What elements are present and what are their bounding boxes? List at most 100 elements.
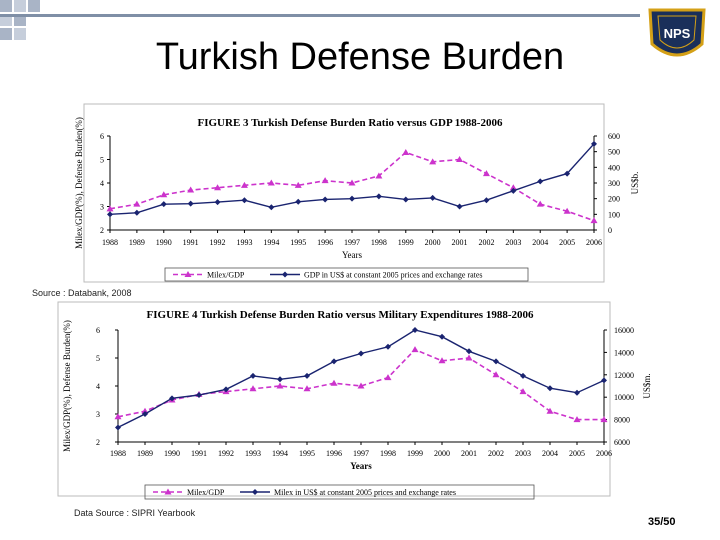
nps-seal-icon: NPS	[648, 8, 706, 57]
fig4-usd-series-point	[385, 343, 391, 350]
fig4-left-axis-label: Milex/GDP(%), Defense Burden(%)	[62, 320, 72, 452]
fig4-x-tick-label: 1994	[272, 449, 288, 458]
logo-text: NPS	[664, 26, 691, 41]
fig4-x-tick-label: 2002	[488, 449, 504, 458]
fig4-milex-gdp-point	[357, 382, 365, 389]
fig3-left-tick-label: 2	[100, 226, 104, 235]
fig3-milex-gdp-point	[375, 172, 383, 179]
fig3-x-tick-label: 2006	[586, 238, 602, 247]
fig3-x-tick-label: 1989	[129, 238, 145, 247]
decorative-squares	[0, 0, 40, 40]
fig4-legend-box	[144, 484, 535, 500]
fig3-milex-gdp-point	[106, 205, 114, 212]
fig3-x-tick-label: 2003	[505, 238, 521, 247]
fig3-x-tick-label: 1994	[263, 238, 279, 247]
fig3-usd-series-point	[241, 197, 248, 204]
fig3-left-tick-label: 3	[100, 203, 104, 212]
fig3-usd-series-point	[187, 200, 194, 207]
fig3-right-tick-label: 600	[608, 132, 620, 141]
fig3-milex-gdp-point	[429, 158, 437, 165]
fig4-right-tick-label: 10000	[614, 393, 634, 402]
fig3-usd-series-point	[322, 196, 329, 203]
fig4-milex-gdp-point	[411, 346, 419, 353]
fig4-right-tick-label: 14000	[614, 348, 634, 357]
fig4-usd-series-point	[115, 424, 121, 431]
fig3-milex-gdp-point	[240, 181, 248, 188]
fig4-x-tick-label: 1991	[191, 449, 207, 458]
fig4-usd-series-point	[331, 358, 337, 365]
fig3-legend-box	[164, 267, 529, 282]
fig4-x-tick-label: 2001	[461, 449, 477, 458]
fig3-right-axis-label: US$b.	[630, 172, 640, 195]
fig3-legend-usd-marker	[282, 271, 288, 278]
fig3-right-tick-label: 500	[608, 148, 620, 157]
fig4-x-tick-label: 1996	[326, 449, 342, 458]
fig3-x-tick-label: 1991	[183, 238, 199, 247]
fig3-milex-gdp-point	[590, 217, 598, 224]
fig4-right-tick-label: 8000	[614, 416, 630, 425]
fig3-x-tick-label: 2002	[478, 238, 494, 247]
top-rule	[0, 14, 640, 17]
fig4-usd-series-point	[250, 372, 256, 379]
fig4-usd-series-point	[196, 391, 202, 398]
fig3-usd-series-point	[429, 194, 436, 201]
fig4-x-tick-label: 1993	[245, 449, 261, 458]
fig4-usd-series-point	[169, 395, 175, 402]
fig3-usd-series-point	[268, 204, 275, 211]
fig4-x-tick-label: 1989	[137, 449, 153, 458]
fig4-left-tick-label: 6	[96, 326, 100, 335]
page-number: 35/50	[648, 516, 676, 528]
fig4-x-tick-label: 1988	[110, 449, 126, 458]
fig3-usd-series-point	[483, 197, 490, 204]
fig4-x-tick-label: 1995	[299, 449, 315, 458]
fig3-right-tick-label: 200	[608, 195, 620, 204]
fig4-usd-series-point	[358, 350, 364, 357]
fig4-usd-series-point	[466, 348, 472, 355]
fig4-usd-series-point	[412, 327, 418, 333]
fig3-milex-gdp-point	[187, 186, 195, 193]
fig3-legend-milex-marker	[184, 271, 192, 277]
fig3-milex-gdp-point	[294, 181, 302, 188]
fig3-x-tick-label: 1988	[102, 238, 118, 247]
fig4-milex-gdp-point	[546, 407, 554, 414]
fig4-x-tick-label: 2003	[515, 449, 531, 458]
fig4-x-tick-label: 2005	[569, 449, 585, 458]
fig3-usd-series-point	[107, 211, 113, 218]
fig3-milex-gdp-point	[267, 179, 275, 186]
fig4-usd-series-point	[142, 411, 148, 417]
fig3-right-tick-label: 0	[608, 226, 612, 235]
fig3-milex-gdp-point	[456, 156, 464, 162]
fig3-x-tick-label: 2005	[559, 238, 575, 247]
fig4-milex-gdp-point	[114, 413, 122, 420]
fig4-x-axis-label: Years	[350, 461, 372, 471]
fig4-milex-gdp-point	[276, 382, 284, 389]
fig3-usd-series-line	[109, 143, 595, 215]
fig3-usd-series-point	[349, 195, 355, 202]
fig4-legend-milex-label: Milex/GDP	[187, 488, 225, 497]
fig3-milex-gdp-point	[482, 170, 490, 177]
fig4-usd-series-point	[304, 372, 310, 379]
fig3-usd-series-point	[510, 187, 517, 194]
fig3-legend-usd-label: GDP in US$ at constant 2005 prices and e…	[304, 271, 483, 280]
fig4-left-tick-label: 2	[96, 438, 100, 447]
fig4-right-tick-label: 12000	[614, 371, 634, 380]
fig3-milex-gdp-point	[133, 200, 141, 207]
fig4-usd-series-point	[601, 377, 607, 384]
fig4-x-tick-label: 2006	[596, 449, 612, 458]
fig3-usd-series-point	[133, 209, 140, 216]
fig3-milex-gdp-point	[563, 207, 571, 214]
fig4-milex-gdp-point	[519, 388, 527, 395]
fig3-x-tick-label: 1993	[236, 238, 252, 247]
fig3-usd-series-point	[375, 193, 382, 200]
fig4-x-tick-label: 2004	[542, 449, 558, 458]
fig3-source-note: Source : Databank, 2008	[32, 288, 132, 298]
fig3-x-tick-label: 1997	[344, 238, 360, 247]
fig4-left-tick-label: 4	[96, 382, 100, 391]
fig3-right-tick-label: 300	[608, 179, 620, 188]
fig3-x-tick-label: 1995	[290, 238, 306, 247]
fig3-usd-series-point	[402, 196, 409, 203]
fig4-title: FIGURE 4 Turkish Defense Burden Ratio ve…	[147, 309, 534, 321]
fig4-left-tick-label: 3	[96, 410, 100, 419]
fig4-legend-usd-label: Milex in US$ at constant 2005 prices and…	[274, 488, 456, 497]
